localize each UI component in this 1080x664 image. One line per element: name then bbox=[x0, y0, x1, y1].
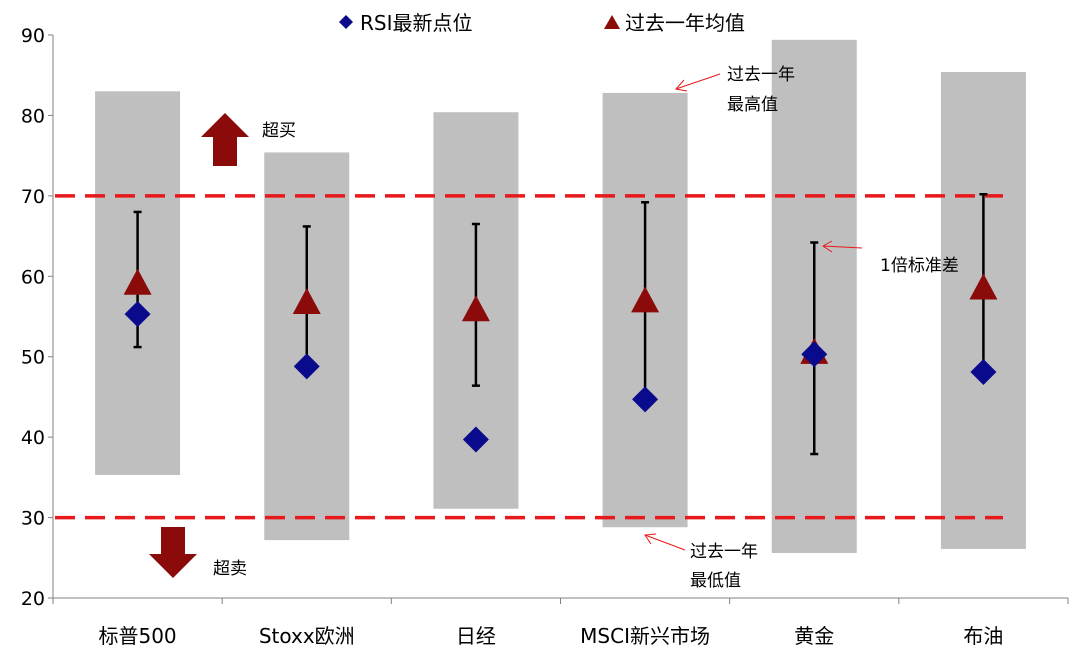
series-markers bbox=[123, 268, 998, 453]
std-annotation: 1倍标准差 bbox=[880, 256, 959, 276]
avg-triangle-marker bbox=[461, 295, 490, 322]
avg-triangle-marker bbox=[292, 288, 321, 315]
rsi-diamond-marker bbox=[801, 341, 828, 368]
overbought-label: 超买 bbox=[262, 121, 296, 141]
x-category-label: 日经 bbox=[456, 624, 496, 648]
legend: RSI最新点位 过去一年均值 bbox=[339, 11, 745, 35]
high-pointer-line bbox=[675, 73, 721, 90]
axes bbox=[52, 35, 1068, 599]
high-annotation-line2: 最高值 bbox=[727, 95, 778, 115]
y-tick-label: 80 bbox=[21, 105, 45, 127]
x-category-label: 布油 bbox=[963, 624, 1003, 648]
y-tick-label: 50 bbox=[21, 347, 45, 369]
range-bars bbox=[95, 39, 1026, 553]
oversold-label: 超卖 bbox=[213, 559, 247, 579]
rsi-diamond-marker bbox=[462, 426, 489, 453]
y-tick-label: 20 bbox=[21, 588, 45, 610]
legend-label-avg: 过去一年均值 bbox=[625, 11, 745, 35]
annotations: 超买 超卖 过去一年 最高值 过去一年 最低值 1倍标准差 bbox=[149, 65, 959, 591]
threshold-lines bbox=[55, 194, 1003, 520]
high-pointer-arrowhead bbox=[675, 79, 688, 92]
x-category-label: 标普500 bbox=[98, 624, 176, 648]
x-category-label: 黄金 bbox=[794, 624, 834, 648]
x-category-label: MSCI新兴市场 bbox=[580, 624, 710, 648]
avg-triangle-marker bbox=[969, 273, 998, 300]
x-ticks: 标普500 Stoxx欧洲 日经 MSCI新兴市场 黄金 布油 bbox=[52, 598, 1069, 648]
legend-triangle-icon bbox=[604, 15, 620, 29]
legend-diamond-icon bbox=[339, 15, 353, 29]
y-tick-label: 70 bbox=[21, 186, 45, 208]
y-tick-label: 60 bbox=[21, 266, 45, 288]
low-annotation-line1: 过去一年 bbox=[690, 542, 758, 562]
oversold-arrow-icon bbox=[149, 527, 197, 578]
std-pointer-arrowhead bbox=[822, 240, 833, 253]
y-tick-label: 40 bbox=[21, 427, 45, 449]
y-tick-label: 30 bbox=[21, 508, 45, 530]
legend-label-rsi: RSI最新点位 bbox=[360, 11, 473, 35]
rsi-diamond-marker bbox=[293, 353, 320, 380]
std-error-bars bbox=[133, 192, 988, 456]
overbought-arrow-icon bbox=[201, 113, 249, 166]
avg-triangle-marker bbox=[123, 268, 152, 295]
low-pointer-arrowhead bbox=[644, 533, 657, 545]
rsi-diamond-marker bbox=[632, 386, 659, 413]
low-pointer-line bbox=[644, 534, 686, 551]
std-pointer-line bbox=[822, 245, 863, 249]
x-category-label: Stoxx欧洲 bbox=[259, 624, 355, 648]
y-ticks: 20 30 40 50 60 70 80 90 bbox=[21, 25, 53, 610]
avg-triangle-marker bbox=[631, 286, 660, 313]
high-annotation-line1: 过去一年 bbox=[727, 65, 795, 85]
rsi-diamond-marker bbox=[124, 301, 151, 328]
rsi-diamond-marker bbox=[970, 358, 997, 385]
low-annotation-line2: 最低值 bbox=[690, 571, 741, 591]
y-tick-label: 90 bbox=[21, 25, 45, 47]
